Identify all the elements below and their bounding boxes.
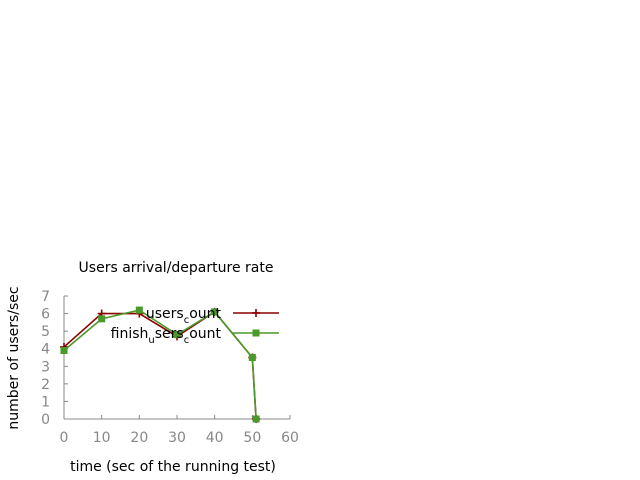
chart-title: Users arrival/departure rate <box>79 260 274 276</box>
y-axis-label: number of users/sec <box>6 286 22 429</box>
series-layer <box>60 306 261 423</box>
data-point-marker <box>60 346 68 354</box>
y-tick-label: 6 <box>41 307 50 323</box>
data-point-marker <box>211 308 219 316</box>
x-tick-label: 20 <box>130 430 148 446</box>
y-tick-label: 5 <box>41 324 50 340</box>
x-axis-label: time (sec of the running test) <box>70 459 276 475</box>
y-tick-label: 1 <box>41 394 50 410</box>
y-tick-label: 7 <box>41 289 50 305</box>
y-tick-label: 3 <box>41 359 50 375</box>
legend-label: finishuserscount <box>111 326 222 346</box>
y-tick-label: 4 <box>41 342 50 358</box>
legend-entry-finish-users-count: finishuserscount <box>111 326 279 346</box>
data-point-marker <box>173 331 181 339</box>
axis-ticks: 0 10 20 30 40 50 60 0 12 34 56 7 <box>41 289 299 446</box>
x-tick-label: 60 <box>281 430 299 446</box>
data-point-marker <box>98 315 106 323</box>
data-point-marker <box>135 306 143 314</box>
series-finish-users-count <box>60 306 260 423</box>
data-point-marker <box>252 329 260 337</box>
data-point-marker <box>252 415 260 423</box>
x-tick-label: 30 <box>168 430 186 446</box>
x-tick-label: 50 <box>243 430 261 446</box>
data-point-marker <box>248 354 256 361</box>
legend-label: userscount <box>146 306 222 326</box>
y-tick-label: 0 <box>41 412 50 428</box>
x-tick-label: 0 <box>60 430 69 446</box>
x-tick-label: 40 <box>206 430 224 446</box>
legend-entry-users-count: userscount <box>146 306 279 326</box>
x-tick-label: 10 <box>93 430 111 446</box>
y-tick-label: 2 <box>41 377 50 393</box>
